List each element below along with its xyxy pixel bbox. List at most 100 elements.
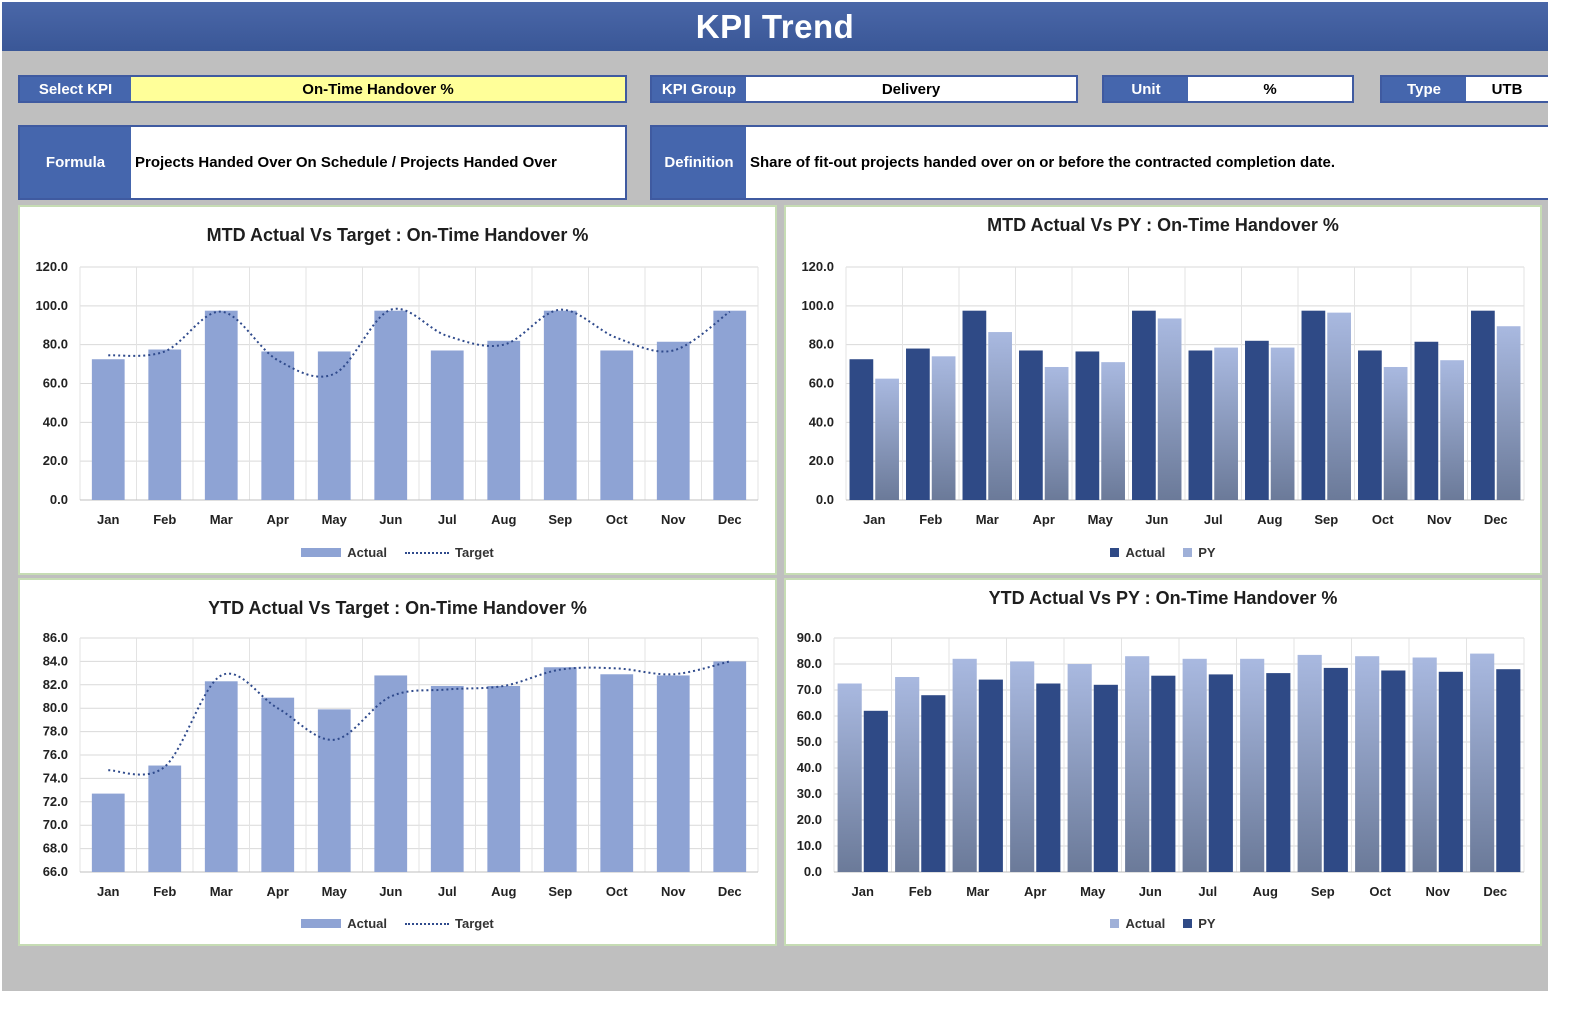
y-tick-label: 100.0	[35, 298, 68, 313]
mtd-actual-vs-py-chart: 0.0 20.0 40.0 60.0 80.0 100.0 120.0 Jan Feb Mar Ap…	[801, 259, 1525, 527]
type-value[interactable]: UTB	[1491, 80, 1523, 98]
y-tick-label: 40.0	[797, 760, 822, 775]
y-tick-label: 30.0	[797, 786, 822, 801]
x-tick-label: Jun	[379, 512, 402, 527]
legend-item-actual: Actual	[301, 916, 387, 931]
legend-label: Actual	[1125, 545, 1166, 560]
legend-label: PY	[1198, 545, 1216, 560]
definition-field: Definition Share of fit-out projects han…	[650, 125, 1548, 200]
legend-item-py: PY	[1183, 916, 1216, 931]
y-tick-label: 40.0	[809, 414, 834, 429]
bar-actual	[600, 674, 634, 872]
bar-py	[1044, 366, 1069, 500]
bar-py	[1496, 326, 1521, 500]
bar-actual	[374, 310, 408, 500]
chart-title: YTD Actual Vs Target : On-Time Handover …	[208, 598, 587, 618]
legend-swatch	[1110, 548, 1120, 557]
x-tick-label: Jul	[1198, 884, 1217, 899]
chart-panel-mtd-py[interactable]: MTD Actual Vs PY : On-Time Handover % 0.…	[784, 205, 1542, 575]
y-tick-label: 80.0	[43, 700, 68, 715]
y-tick-label: 74.0	[43, 770, 68, 785]
x-tick-label: May	[322, 884, 348, 899]
page-title: KPI Trend	[2, 2, 1548, 51]
y-tick-label: 50.0	[797, 734, 822, 749]
kpi-group-value[interactable]: Delivery	[881, 80, 941, 98]
x-tick-label: Jan	[97, 512, 119, 527]
y-tick-label: 70.0	[43, 817, 68, 832]
bar-actual	[148, 349, 182, 500]
bar-actual	[1470, 653, 1495, 872]
x-tick-label: May	[1080, 884, 1106, 899]
bar-actual	[1075, 351, 1100, 500]
chart-panel-ytd-target[interactable]: YTD Actual Vs Target : On-Time Handover …	[18, 578, 777, 946]
bar-py	[1151, 675, 1176, 872]
x-tick-label: Dec	[1483, 884, 1507, 899]
y-tick-label: 70.0	[797, 682, 822, 697]
unit-value[interactable]: %	[1263, 80, 1277, 98]
y-tick-label: 86.0	[43, 630, 68, 645]
bar-actual	[656, 675, 690, 872]
bar-actual	[261, 351, 295, 500]
select-kpi-dropdown[interactable]: On-Time Handover %	[131, 77, 625, 101]
ytd-actual-vs-target-chart: 66.0 68.0 70.0 72.0 74.0 76.0 78.0 80.0 82.0 84.0…	[43, 630, 759, 899]
x-tick-label: Jan	[852, 884, 874, 899]
bar-py	[1157, 318, 1182, 500]
legend-item-target: Target	[404, 545, 494, 560]
y-tick-label: 20.0	[43, 453, 68, 468]
bar-actual	[1125, 656, 1150, 872]
bar-actual	[91, 359, 125, 500]
y-tick-label: 120.0	[801, 259, 834, 274]
bar-actual	[713, 310, 747, 500]
definition-value[interactable]: Share of fit-out projects handed over on…	[750, 154, 1336, 171]
bar-actual	[1301, 310, 1326, 500]
x-tick-label: Apr	[1033, 512, 1055, 527]
bar-actual	[487, 685, 521, 872]
bar-actual	[1182, 658, 1207, 872]
x-tick-label: Feb	[153, 884, 176, 899]
legend-item-actual: Actual	[1110, 916, 1165, 931]
x-tick-label: Nov	[1427, 512, 1452, 527]
chart-legend: Actual PY	[786, 545, 1540, 560]
bar-actual	[1188, 350, 1213, 500]
y-tick-label: 60.0	[809, 376, 834, 391]
chart-panel-mtd-target[interactable]: MTD Actual Vs Target : On-Time Handover …	[18, 205, 777, 575]
chart-title: MTD Actual Vs PY : On-Time Handover %	[987, 215, 1339, 235]
x-tick-label: Dec	[1484, 512, 1508, 527]
bar-actual	[600, 350, 634, 500]
bar-py	[988, 332, 1012, 500]
type-field: Type UTB	[1380, 75, 1548, 103]
y-tick-label: 80.0	[43, 337, 68, 352]
legend-item-target: Target	[404, 916, 494, 931]
bar-actual	[1067, 664, 1092, 872]
formula-label: Formula	[20, 127, 131, 198]
bar-actual	[1358, 350, 1382, 500]
y-tick-label: 90.0	[797, 630, 822, 645]
bar-actual	[91, 793, 125, 872]
x-tick-label: Dec	[718, 884, 742, 899]
dashboard-sheet: KPI Trend Select KPI On-Time Handover % …	[2, 2, 1548, 991]
y-tick-label: 20.0	[797, 812, 822, 827]
y-tick-label: 0.0	[816, 492, 834, 507]
definition-label: Definition	[652, 127, 746, 198]
legend-label: Actual	[1125, 916, 1166, 931]
y-tick-label: 72.0	[43, 794, 68, 809]
x-tick-label: May	[1088, 512, 1114, 527]
x-tick-label: Jul	[438, 884, 457, 899]
legend-label: Target	[454, 545, 494, 560]
bar-actual	[1471, 310, 1495, 500]
x-tick-label: Nov	[661, 512, 686, 527]
legend-swatch-bar	[301, 919, 342, 928]
bar-py	[1496, 669, 1521, 872]
bar-actual	[317, 709, 351, 872]
bar-actual	[1240, 658, 1265, 872]
bar-actual	[261, 697, 295, 872]
formula-value[interactable]: Projects Handed Over On Schedule / Proje…	[135, 154, 557, 171]
x-tick-label: Aug	[1253, 884, 1278, 899]
bar-py	[1323, 667, 1348, 872]
bar-py	[1208, 674, 1233, 872]
chart-title: MTD Actual Vs Target : On-Time Handover …	[206, 225, 589, 245]
x-tick-label: Nov	[661, 884, 686, 899]
legend-label: PY	[1198, 916, 1216, 931]
x-tick-label: Mar	[976, 512, 999, 527]
chart-panel-ytd-py[interactable]: YTD Actual Vs PY : On-Time Handover % 0.…	[784, 578, 1542, 946]
